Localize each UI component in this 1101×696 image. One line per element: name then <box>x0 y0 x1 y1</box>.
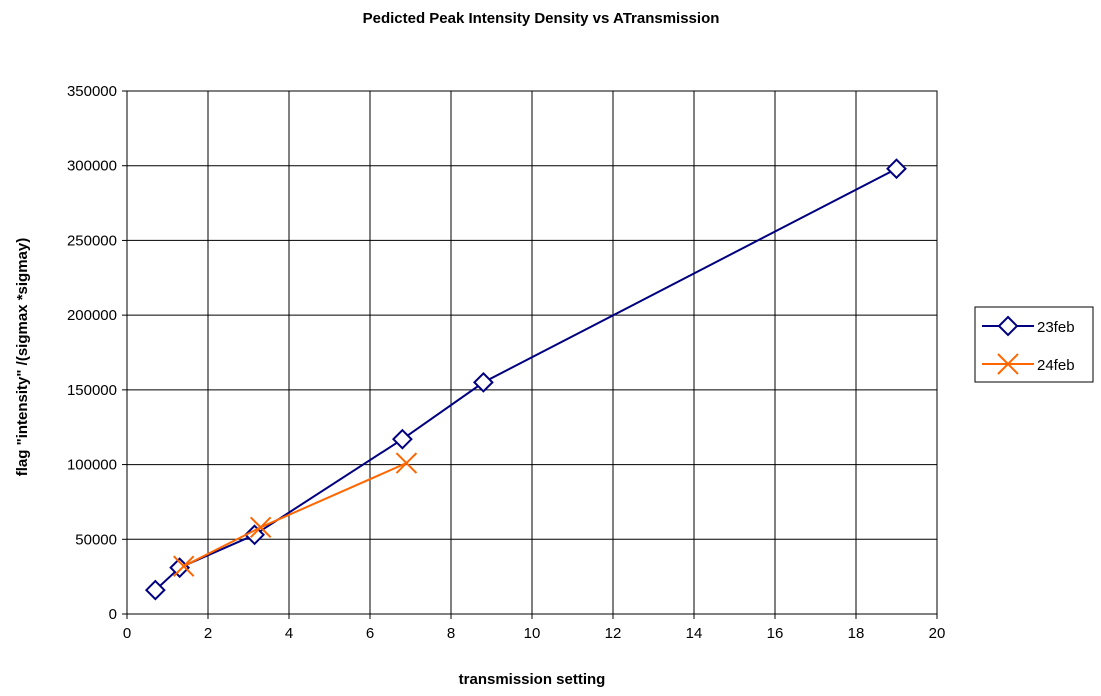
x-tick-label: 12 <box>605 625 622 642</box>
x-tick-label: 4 <box>285 625 293 642</box>
data-point-marker <box>172 555 195 577</box>
legend-label: 24feb <box>1037 357 1075 374</box>
y-tick-label: 350000 <box>67 83 117 100</box>
x-tick-label: 0 <box>123 625 131 642</box>
x-tick-label: 16 <box>767 625 784 642</box>
plot-area: 0 2 4 6 8 10 12 14 16 18 20 0 50000 100000 150000 2000… <box>67 83 945 642</box>
data-point-marker <box>249 516 272 539</box>
data-point-marker <box>886 158 907 180</box>
legend-item-23feb: 23feb <box>982 315 1075 337</box>
x-axis-label: transmission setting <box>459 671 606 688</box>
x-tick-label: 20 <box>929 625 946 642</box>
y-tick-label: 0 <box>109 606 117 623</box>
legend: 23feb 24feb <box>974 306 1094 383</box>
x-tick-label: 8 <box>447 625 455 642</box>
y-tick-label: 100000 <box>67 457 117 474</box>
legend-marker <box>997 315 1019 337</box>
x-tick-label: 14 <box>686 625 703 642</box>
x-tick-label: 10 <box>524 625 541 642</box>
series-line <box>154 167 897 591</box>
data-point-marker <box>472 371 494 393</box>
y-axis-label: flag "intensity" /(sigmax *sigmay) <box>14 238 31 476</box>
series-24feb <box>172 452 418 577</box>
y-tick-label: 50000 <box>75 531 117 548</box>
data-point-marker <box>395 452 418 474</box>
y-axis-ticks: 0 50000 100000 150000 200000 250000 300000 3500… <box>67 83 127 623</box>
y-tick-label: 150000 <box>67 382 117 399</box>
x-tick-label: 6 <box>366 625 374 642</box>
x-tick-label: 2 <box>204 625 212 642</box>
legend-label: 23feb <box>1037 319 1075 336</box>
legend-item-24feb: 24feb <box>982 353 1075 375</box>
series-23feb <box>144 158 907 601</box>
x-tick-label: 18 <box>848 625 865 642</box>
y-tick-label: 250000 <box>67 232 117 249</box>
data-point-marker <box>144 579 166 601</box>
data-point-marker <box>391 428 413 450</box>
legend-marker <box>997 353 1019 375</box>
x-axis-ticks: 0 2 4 6 8 10 12 14 16 18 20 <box>123 614 946 642</box>
legend-box <box>974 306 1094 383</box>
y-tick-label: 300000 <box>67 158 117 175</box>
y-tick-label: 200000 <box>67 307 117 324</box>
chart-title: Pedicted Peak Intensity Density vs ATran… <box>363 10 720 27</box>
series-layer <box>144 158 907 601</box>
